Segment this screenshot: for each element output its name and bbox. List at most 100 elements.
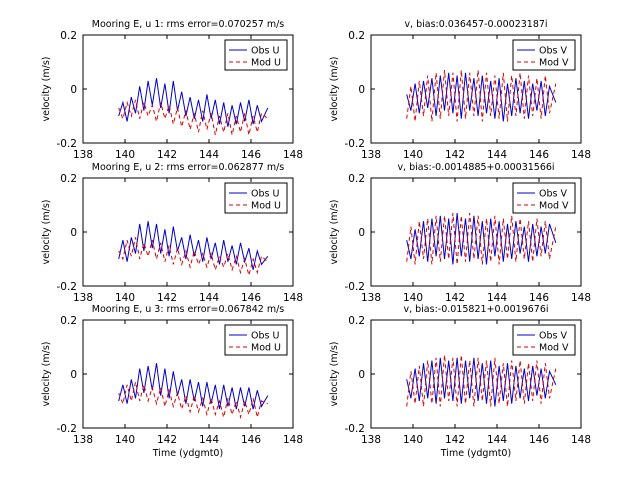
series-line-mod-v [406,70,557,122]
series-line-mod-v [406,355,557,407]
x-tick-label: 142 [157,434,177,446]
y-tick-label: 0 [358,369,365,381]
legend-box [224,324,288,356]
legend-label: Mod V [539,201,569,212]
legend-box [224,182,288,214]
y-tick-label: 0 [358,84,365,96]
y-tick-label: 0 [70,227,77,239]
legend-box [512,182,576,214]
legend-label: Obs U [251,46,279,57]
chart-title: v, bias:-0.015821+0.0019676i [403,304,548,315]
chart-title: Mooring E, u 1: rms error=0.070257 m/s [92,19,285,30]
x-tick-label: 144 [487,292,507,304]
x-tick-label: 148 [571,292,591,304]
x-tick-label: 140 [115,149,135,161]
x-axis-label: Time (ydgmt0) [152,448,223,459]
series-line-mod-v [406,213,557,265]
subplot-6: 138 140 142 144 146 148 -0.2 0 0.2 v, bias:-0.015… [329,304,591,459]
legend-label: Mod U [251,201,281,212]
x-tick-label: 146 [529,292,549,304]
y-tick-label: -0.2 [57,423,78,435]
legend-box [512,324,576,356]
subplot-1: 138 140 142 144 146 148 -0.2 0 0.2 Mooring E, u 1… [41,19,303,161]
x-tick-label: 148 [283,434,303,446]
x-tick-label: 144 [487,434,507,446]
y-tick-label: 0 [358,227,365,239]
y-axis-label: velocity (m/s) [329,200,340,265]
y-tick-label: 0.2 [60,173,77,185]
subplot-4: 138 140 142 144 146 148 -0.2 0 0.2 v, bias:-0.001… [329,162,591,304]
subplot-3: 138 140 142 144 146 148 -0.2 0 0.2 Mooring E, u 2… [41,162,303,304]
series-line-obs-v [406,213,557,265]
y-tick-label: 0.2 [60,30,77,42]
y-tick-label: 0 [70,369,77,381]
chart-title: Mooring E, u 2: rms error=0.062877 m/s [92,162,285,173]
legend-label: Obs U [251,331,279,342]
x-tick-label: 138 [73,149,93,161]
x-axis-label: Time (ydgmt0) [440,448,511,459]
legend-label: Mod U [251,343,281,354]
y-tick-label: -0.2 [345,281,366,293]
y-axis-label: velocity (m/s) [41,57,52,122]
series-line-mod-u [118,381,268,420]
x-tick-label: 138 [361,434,381,446]
x-tick-label: 148 [283,149,303,161]
legend-box [512,39,576,71]
legend-box [224,39,288,71]
legend-label: Obs V [539,46,567,57]
x-tick-label: 142 [445,149,465,161]
x-tick-label: 140 [115,292,135,304]
chart-title: v, bias:0.036457-0.00023187i [404,19,547,30]
subplot-5: 138 140 142 144 146 148 -0.2 0 0.2 Mooring E, u 3… [41,304,303,459]
legend-label: Mod V [539,58,569,69]
y-tick-label: -0.2 [345,138,366,150]
y-tick-label: -0.2 [57,138,78,150]
x-tick-label: 140 [403,149,423,161]
y-tick-label: -0.2 [57,281,78,293]
legend-label: Mod V [539,343,569,354]
series-line-obs-u [118,363,269,410]
y-tick-label: 0.2 [348,30,365,42]
x-tick-label: 144 [487,149,507,161]
x-tick-label: 146 [241,149,261,161]
series-line-mod-u [118,237,269,278]
y-axis-label: velocity (m/s) [41,200,52,265]
legend-label: Obs V [539,189,567,200]
x-tick-label: 142 [157,149,177,161]
x-tick-label: 144 [199,292,219,304]
legend-label: Mod U [251,58,281,69]
x-tick-label: 138 [73,434,93,446]
x-tick-label: 138 [361,292,381,304]
x-tick-label: 140 [115,434,135,446]
x-tick-label: 148 [571,434,591,446]
y-axis-label: velocity (m/s) [41,342,52,407]
x-tick-label: 138 [73,292,93,304]
y-tick-label: 0.2 [348,315,365,327]
y-axis-label: velocity (m/s) [329,57,340,122]
legend-label: Obs V [539,331,567,342]
series-line-obs-v [406,357,557,407]
chart-title: v, bias:-0.0014885+0.00031566i [397,162,554,173]
x-tick-label: 142 [445,434,465,446]
x-tick-label: 146 [529,149,549,161]
x-tick-label: 140 [403,292,423,304]
y-tick-label: 0.2 [348,173,365,185]
y-axis-label: velocity (m/s) [329,342,340,407]
series-line-obs-u [118,221,269,270]
x-tick-label: 138 [361,149,381,161]
x-tick-label: 142 [157,292,177,304]
x-tick-label: 146 [529,434,549,446]
series-line-mod-u [118,99,269,136]
x-tick-label: 140 [403,434,423,446]
x-tick-label: 144 [199,149,219,161]
subplot-2: 138 140 142 144 146 148 -0.2 0 0.2 v, bias:0.0364… [329,19,591,161]
x-tick-label: 148 [283,292,303,304]
y-tick-label: -0.2 [345,423,366,435]
